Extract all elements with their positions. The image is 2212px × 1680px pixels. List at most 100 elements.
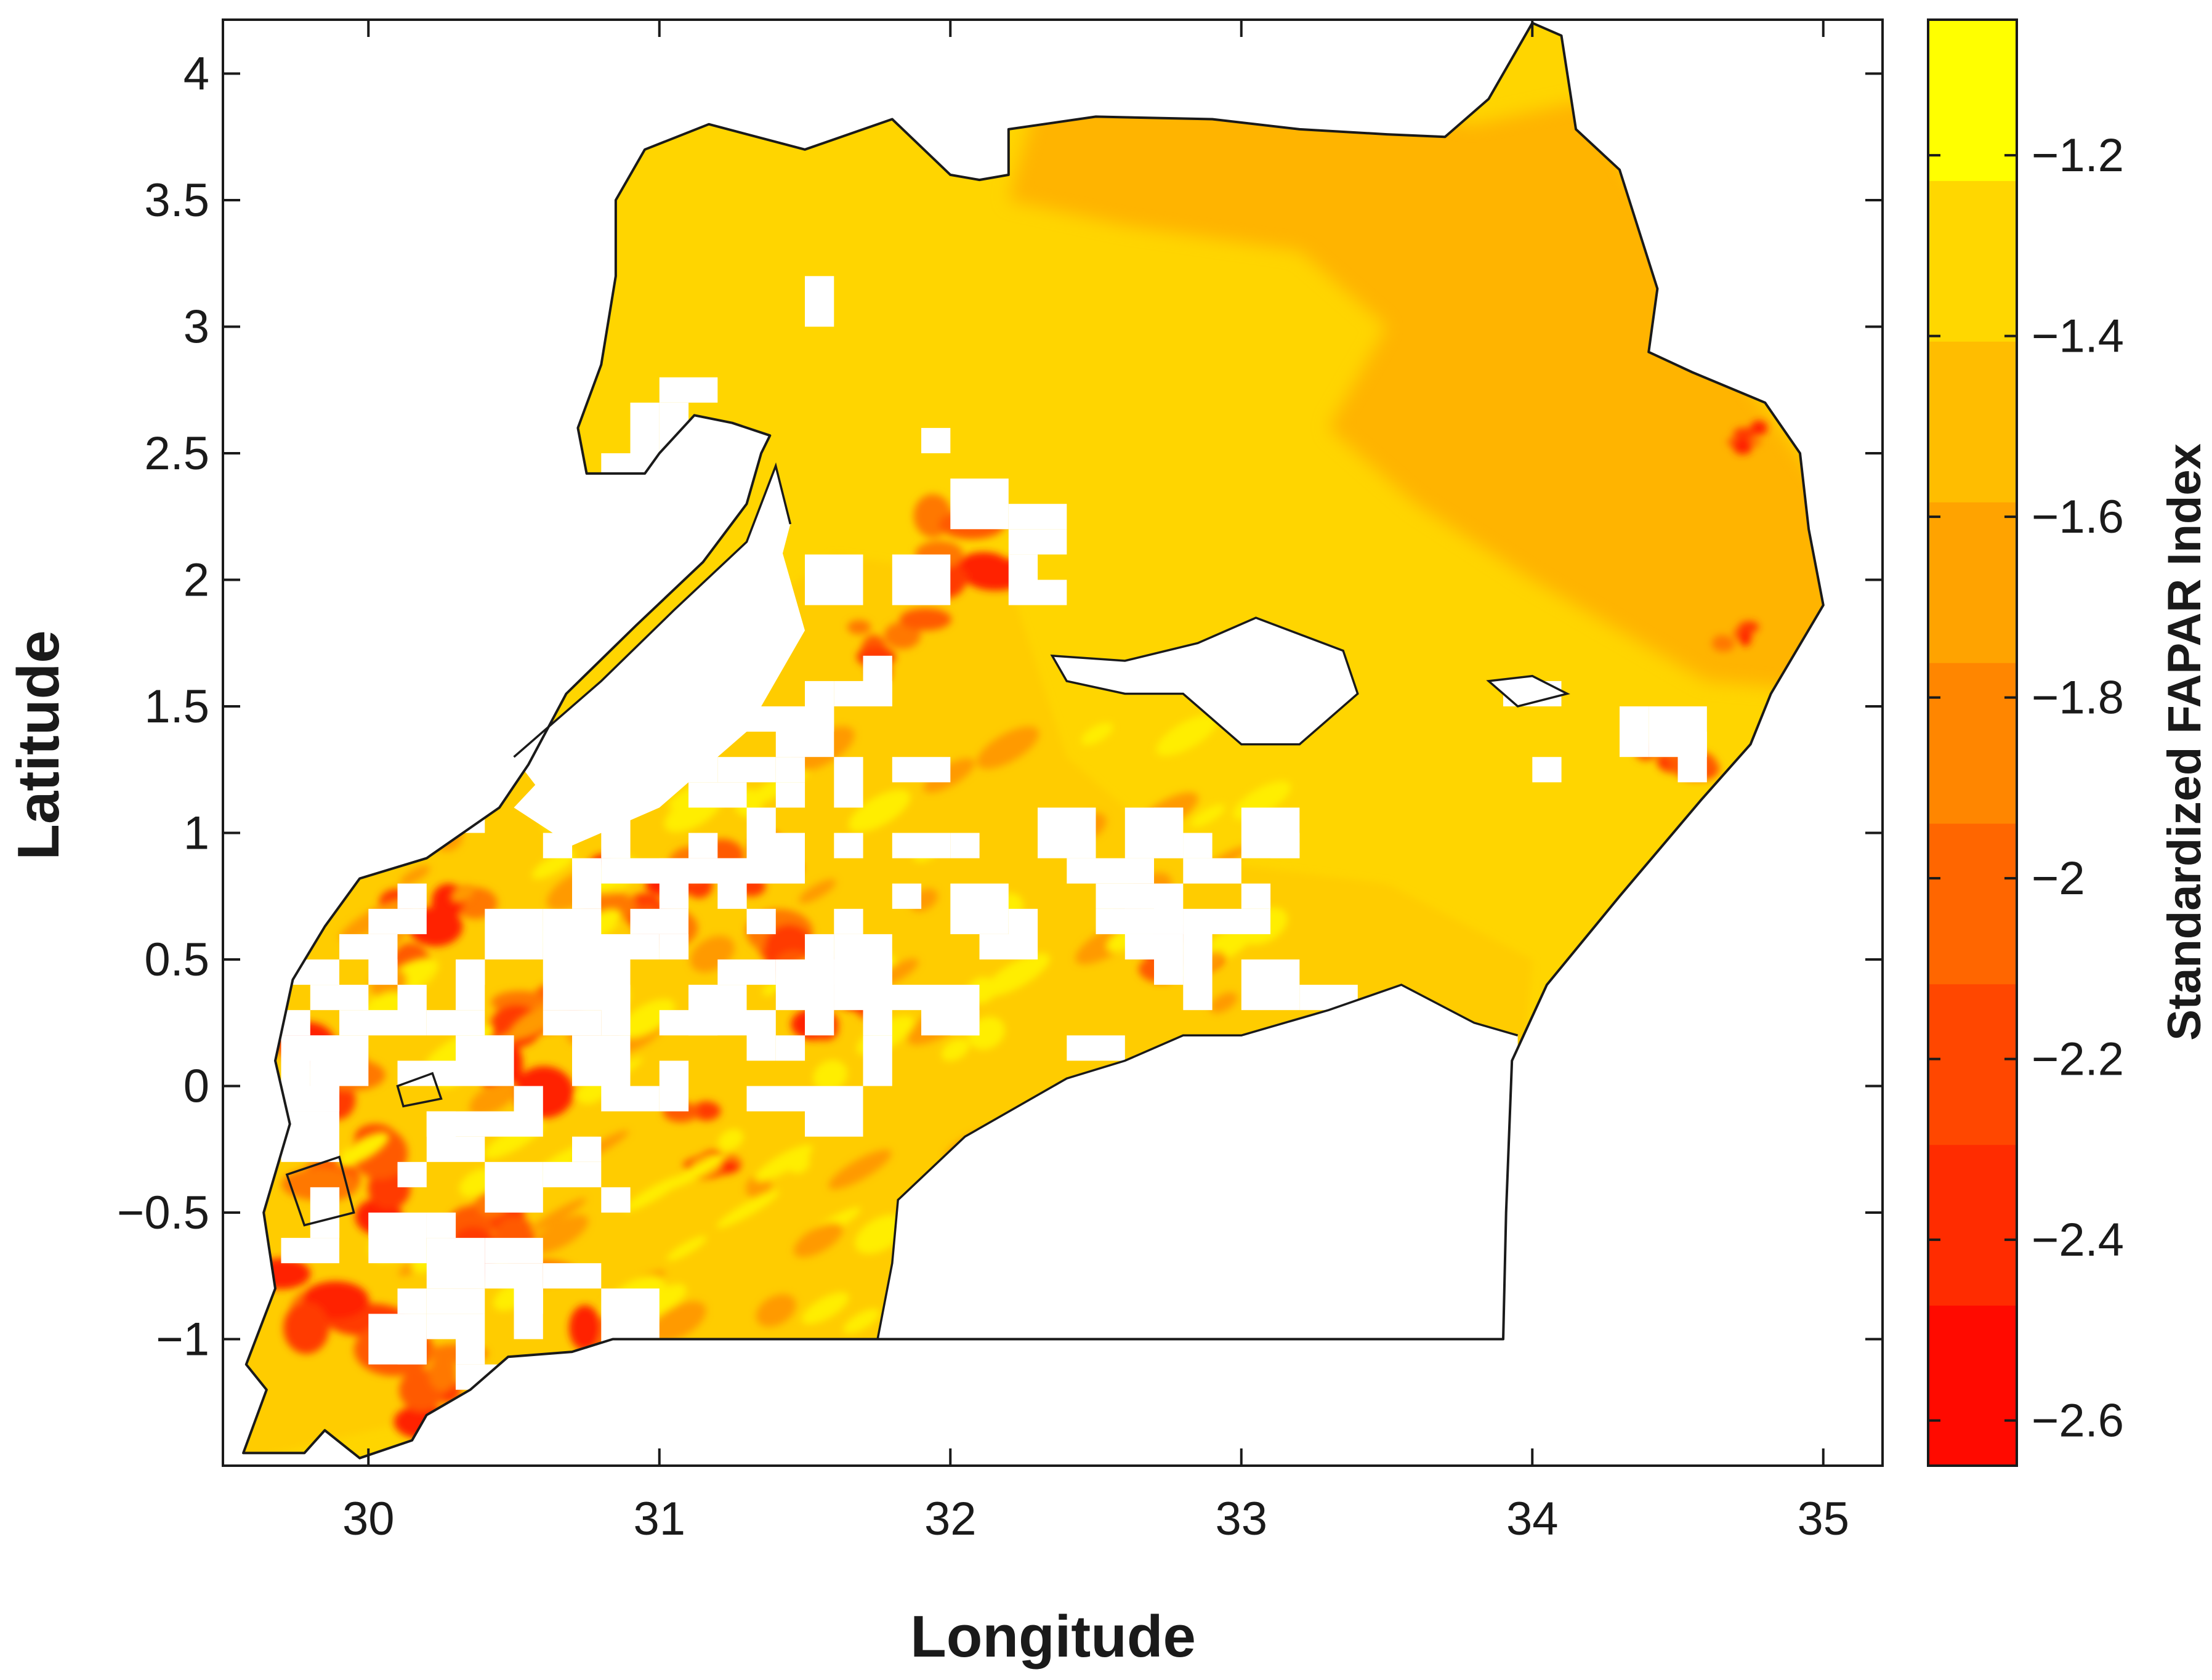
y-axis-title: Latitude <box>6 630 71 860</box>
no-data-cell <box>514 1263 543 1314</box>
no-data-cell <box>746 1086 805 1112</box>
no-data-cell <box>1677 732 1707 783</box>
no-data-cell <box>892 757 951 783</box>
no-data-cell <box>1183 908 1213 959</box>
no-data-cell <box>746 833 805 884</box>
no-data-cell <box>1183 959 1213 1011</box>
y-axis: 4 3.5 3 2.5 2 1.5 1 0.5 0 −0.5 −1 <box>117 48 1883 1366</box>
no-data-cell <box>659 934 689 959</box>
hotspot-blob <box>1738 621 1756 631</box>
y-tick-label: 4 <box>184 48 209 100</box>
colorbar-segment <box>1928 1144 2017 1306</box>
y-tick-label: 3.5 <box>144 174 209 227</box>
no-data-cell <box>805 680 834 732</box>
colorbar-tick-label: −2.2 <box>2032 1033 2124 1086</box>
x-axis: 30 31 32 33 34 35 <box>342 20 1849 1545</box>
colorbar-tick-label: −2.4 <box>2032 1214 2124 1266</box>
lake-outline-3 <box>396 1072 443 1108</box>
no-data-cell <box>1067 858 1096 884</box>
x-axis-title: Longitude <box>910 1604 1196 1670</box>
no-data-cell <box>950 833 980 858</box>
no-data-cell <box>1154 883 1184 934</box>
no-data-cell <box>1008 529 1067 555</box>
streak <box>941 1038 970 1062</box>
no-data-cell <box>863 1035 892 1086</box>
no-data-cell <box>543 1010 602 1036</box>
hotspot-blob <box>569 1305 601 1351</box>
no-data-cell <box>775 757 805 783</box>
y-tick-label: −0.5 <box>117 1187 209 1239</box>
no-data-cell <box>1620 706 1649 757</box>
streak <box>1209 992 1238 1013</box>
streak <box>843 1309 880 1334</box>
hotspot-blob <box>1732 438 1753 454</box>
y-tick-label: 2.5 <box>144 427 209 480</box>
no-data-cell <box>1038 807 1096 858</box>
no-data-cell <box>1008 504 1067 530</box>
streak <box>620 999 676 1038</box>
colorbar <box>1928 20 2017 1466</box>
no-data-cell <box>1270 833 1300 858</box>
streak <box>977 726 1039 769</box>
no-data-cell <box>1008 554 1038 605</box>
no-data-cell <box>863 655 892 706</box>
hotspot-blob <box>1733 427 1757 440</box>
streak <box>1156 714 1218 756</box>
colorbar-tick-label: −1.2 <box>2032 129 2124 182</box>
colorbar-segment <box>1928 983 2017 1145</box>
no-data-cell <box>368 1213 427 1238</box>
hotspot-blob <box>428 1357 457 1392</box>
country-boundary <box>242 22 1825 1460</box>
no-data-cell <box>630 402 660 453</box>
no-data-cell <box>572 934 631 985</box>
no-data-cell <box>1008 908 1038 959</box>
no-data-cell <box>368 908 427 934</box>
no-data-cell <box>485 1263 514 1289</box>
no-data-cell <box>485 1161 543 1213</box>
streak <box>799 879 836 903</box>
colorbar-segment <box>1928 341 2017 503</box>
lake-mask <box>514 466 1567 1339</box>
lake-outline-2 <box>285 1155 355 1227</box>
no-data-cell <box>368 959 398 985</box>
streak <box>337 1133 389 1167</box>
no-data-cell <box>1124 934 1155 959</box>
no-data-cell <box>1154 934 1184 985</box>
no-data-cell <box>717 959 776 985</box>
streak <box>623 1176 683 1212</box>
no-data-cell <box>834 833 863 858</box>
no-data-cell <box>281 1238 339 1264</box>
lake-victoria-shoreline <box>876 983 1519 1339</box>
y-tick-label: 1.5 <box>144 680 209 733</box>
no-data-cell <box>1532 757 1562 783</box>
hotspot-blob <box>1739 629 1751 647</box>
no-data-cell <box>456 1136 485 1162</box>
streak <box>745 1174 772 1200</box>
no-data-cell <box>659 377 718 403</box>
no-data-cell <box>397 985 427 1036</box>
no-data-cell <box>892 833 951 858</box>
y-tick-label: 2 <box>184 554 209 607</box>
no-data-cell <box>1096 858 1154 884</box>
streak <box>667 1152 729 1189</box>
colorbar-title: Standardized FAPAR Index <box>2158 443 2211 1041</box>
colorbar-segment <box>1928 180 2017 342</box>
hotspot-blob <box>1711 636 1735 652</box>
no-data-cell <box>1241 883 1271 909</box>
no-data-cell <box>805 276 834 327</box>
no-data-cell <box>746 807 776 833</box>
x-tick-label: 35 <box>1797 1493 1849 1545</box>
no-data-cell <box>426 1238 485 1289</box>
y-tick-label: 0 <box>184 1060 209 1113</box>
no-data-cell <box>456 1111 514 1137</box>
streak <box>718 1129 744 1151</box>
no-data-cell <box>339 1010 398 1036</box>
no-data-cell <box>1183 833 1213 858</box>
y-tick-label: 3 <box>184 301 209 353</box>
no-data-cell <box>310 1035 369 1086</box>
x-tick-label: 30 <box>342 1493 395 1545</box>
colorbar-segment <box>1928 823 2017 985</box>
x-tick-label: 33 <box>1215 1493 1267 1545</box>
no-data-cell <box>543 1263 602 1289</box>
no-data-cell <box>397 1161 427 1187</box>
